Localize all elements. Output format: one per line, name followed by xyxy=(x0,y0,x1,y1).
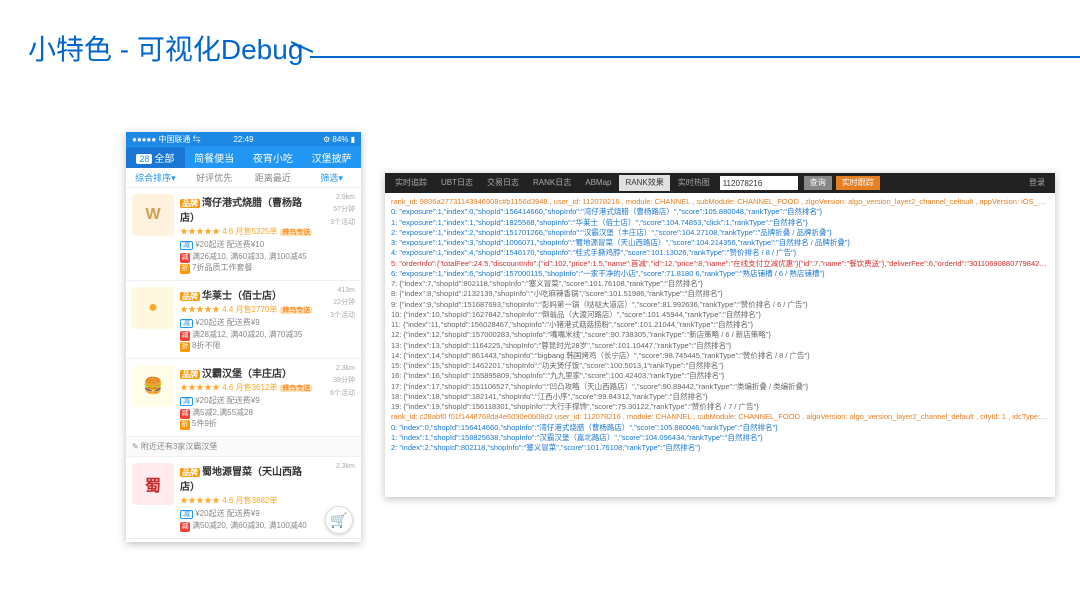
debug-header: 实时追踪UBT日志交易日志RANK日志ABMapRANK效果实时热图 查询实时跟踪… xyxy=(385,173,1055,193)
filter-sort[interactable]: 综合排序▾ xyxy=(126,171,185,184)
filter-bar: 综合排序▾ 好评优先 距离最近 筛选▾ xyxy=(126,168,361,188)
log-line: 12: {"index":12,"shopId":157000283,"shop… xyxy=(391,330,1049,340)
debug-tab[interactable]: RANK效果 xyxy=(619,175,669,191)
shop-logo: W xyxy=(132,194,174,236)
shop-item[interactable]: W品牌湾仔港式烧腊（曹杨路店） ★★★★★ 4.6 月售5325单蜂鸟专送减 ¥2… xyxy=(126,188,361,281)
slide-title: 小特色 - 可视化Debug xyxy=(28,28,303,68)
shop-promos: 减满5减2,满55减28折5件9折 xyxy=(180,408,313,430)
phone-mockup: ●●●●● 中国联通 ⇆ 22:49 ⚙ 84% ▮ 28全部简餐便当夜宵小吃汉… xyxy=(126,132,361,542)
shop-rating: ★★★★★ 4.6 月售5325单蜂鸟专送 xyxy=(180,226,313,237)
status-bar: ●●●●● 中国联通 ⇆ 22:49 ⚙ 84% ▮ xyxy=(126,132,361,146)
status-right: ⚙ 84% ▮ xyxy=(323,135,355,144)
log-line: 8: {"index":8,"shopId":2132139,"shopInfo… xyxy=(391,289,1049,299)
log-line: 16: {"index":16,"shopId":155895809,"shop… xyxy=(391,371,1049,381)
filter-rating[interactable]: 好评优先 xyxy=(185,171,244,184)
query-button[interactable]: 查询 xyxy=(804,176,832,190)
shop-promos: 减满26减10, 满60减33, 满100减45折7折品质工作套餐 xyxy=(180,252,313,274)
shop-name: 品牌蜀地源冒菜（天山西路店） xyxy=(180,463,313,493)
ad-banner[interactable]: ✎ 附近还有3家汉霸汉堡 xyxy=(126,437,361,457)
shop-meta: 2.3km38分钟6个活动 xyxy=(313,365,355,430)
log-line: 2: "index":2,"shopId":802118,"shopInfo":… xyxy=(391,443,1049,453)
log-line: 18: {"index":18,"shopId":182141,"shopInf… xyxy=(391,392,1049,402)
shop-delivery: 减 ¥20起送 配送费¥9 xyxy=(180,395,313,406)
filter-more[interactable]: 筛选▾ xyxy=(302,171,361,184)
log-line: 2: "exposure":1,"index":2,"shopId":15170… xyxy=(391,228,1049,238)
debug-tab[interactable]: 交易日志 xyxy=(481,175,525,191)
category-tab[interactable]: 28全部 xyxy=(126,147,185,168)
track-button[interactable]: 实时跟踪 xyxy=(836,176,880,190)
debug-search-input[interactable] xyxy=(720,176,798,190)
category-tab[interactable]: 夜宵小吃 xyxy=(244,147,303,168)
filter-distance[interactable]: 距离最近 xyxy=(244,171,303,184)
log-line: rank_id: c28abf0 f01f1448768da4e6030e0b0… xyxy=(391,412,1049,422)
shop-name: 品牌汉霸汉堡（丰庄店） xyxy=(180,365,313,380)
debug-tab[interactable]: ABMap xyxy=(579,175,617,191)
debug-tab[interactable]: 实时热图 xyxy=(672,175,716,191)
log-line: 13: {"index":13,"shopId":1164225,"shopIn… xyxy=(391,341,1049,351)
debug-tab[interactable]: 实时追踪 xyxy=(389,175,433,191)
category-tab[interactable]: 简餐便当 xyxy=(185,147,244,168)
log-line: 7: {"index":7,"shopId":802118,"shopInfo"… xyxy=(391,279,1049,289)
log-line: 0: "index":0,"shopId":156414660,"shopInf… xyxy=(391,423,1049,433)
shop-item[interactable]: 🍔 品牌汉霸汉堡（丰庄店） ★★★★★ 4.6 月售3612单蜂鸟专送减 ¥20起送… xyxy=(126,359,361,437)
shop-promos: 减满28减12, 满40减20, 满70减35折8折不限 xyxy=(180,330,313,352)
debug-body: rank_id: 9806a27731143946908c#b1156d3948… xyxy=(385,193,1055,497)
log-line: 15: {"index":15,"shopId":1462201,"shopIn… xyxy=(391,361,1049,371)
shop-delivery: 减 ¥20起送 配送费¥10 xyxy=(180,239,313,250)
category-tab[interactable]: 汉堡披萨 xyxy=(302,147,361,168)
log-line: 5: "orderInfo":{"totalFee":24.5,"discoun… xyxy=(391,259,1049,269)
shop-rating: ★★★★★ 4.6 月售3882单 xyxy=(180,495,313,506)
cart-icon[interactable]: 🛒 xyxy=(325,506,353,534)
shop-name: 品牌华莱士（佰士店） xyxy=(180,287,313,302)
log-line: 9: {"index":9,"shopId":151687693,"shopIn… xyxy=(391,300,1049,310)
shop-rating: ★★★★★ 4.6 月售3612单蜂鸟专送 xyxy=(180,382,313,393)
shop-logo: 蜀 xyxy=(132,463,174,505)
status-time: 22:49 xyxy=(233,135,253,144)
shop-list: W品牌湾仔港式烧腊（曹杨路店） ★★★★★ 4.6 月售5325单蜂鸟专送减 ¥2… xyxy=(126,188,361,539)
log-line: rank_id: 9806a27731143946908c#b1156d3948… xyxy=(391,197,1049,207)
shop-promos: 减满50减20, 满60减30, 满100减40 xyxy=(180,521,313,532)
shop-logo: 🍔 xyxy=(132,365,174,407)
shop-item[interactable]: ● 品牌华莱士（佰士店） ★★★★★ 4.4 月售2770单蜂鸟专送减 ¥20起送 … xyxy=(126,281,361,359)
shop-delivery: 减 ¥20起送 配送费¥9 xyxy=(180,508,313,519)
log-line: 10: {"index":10,"shopId":1627842,"shopIn… xyxy=(391,310,1049,320)
log-line: 1: "index":1,"shopId":158825638,"shopInf… xyxy=(391,433,1049,443)
shop-rating: ★★★★★ 4.4 月售2770单蜂鸟专送 xyxy=(180,304,313,315)
debug-tab[interactable]: UBT日志 xyxy=(435,175,479,191)
log-line: 17: {"index":17,"shopId":151106527,"shop… xyxy=(391,382,1049,392)
log-line: 0: "exposure":1,"index":0,"shopId":15641… xyxy=(391,207,1049,217)
log-line: 14: {"index":14,"shopId":861443,"shopInf… xyxy=(391,351,1049,361)
debug-tab[interactable]: RANK日志 xyxy=(527,175,577,191)
log-line: 19: {"index":19,"shopId":156118301,"shop… xyxy=(391,402,1049,412)
shop-name: 品牌湾仔港式烧腊（曹杨路店） xyxy=(180,194,313,224)
status-left: ●●●●● 中国联通 ⇆ xyxy=(132,134,201,145)
debug-panel: 实时追踪UBT日志交易日志RANK日志ABMapRANK效果实时热图 查询实时跟踪… xyxy=(385,173,1055,497)
shop-meta: 2.9km57分钟3个活动 xyxy=(313,194,355,274)
title-underline xyxy=(310,56,1080,58)
log-line: 11: {"index":11,"shopId":156028467,"shop… xyxy=(391,320,1049,330)
shop-logo: ● xyxy=(132,287,174,329)
shop-meta: 413m22分钟3个活动 xyxy=(313,287,355,352)
shop-delivery: 减 ¥20起送 配送费¥9 xyxy=(180,317,313,328)
log-line: 1: "exposure":1,"index":1,"shopId":18255… xyxy=(391,218,1049,228)
log-line: 6: "exposure":1,"index":6,"shopId":15700… xyxy=(391,269,1049,279)
log-line: 3: "exposure":1,"index":3,"shopId":10060… xyxy=(391,238,1049,248)
login-button[interactable]: 登录 xyxy=(1023,175,1051,191)
category-tabs: 28全部简餐便当夜宵小吃汉堡披萨 xyxy=(126,146,361,168)
log-line: 4: "exposure":1,"index":4,"shopId":15461… xyxy=(391,248,1049,258)
